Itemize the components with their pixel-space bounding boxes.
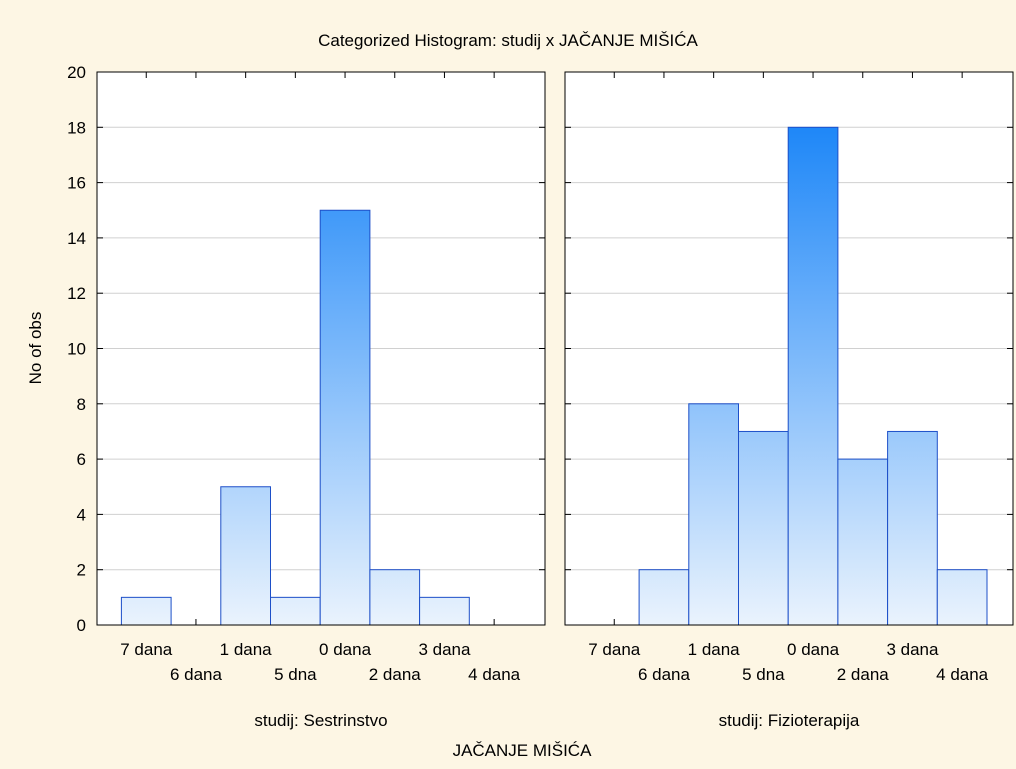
x-tick-label: 2 dana xyxy=(837,665,890,684)
histogram-bar xyxy=(638,569,690,626)
x-tick-label: 3 dana xyxy=(418,640,471,659)
x-tick-label: 1 dana xyxy=(220,640,273,659)
y-tick-label: 8 xyxy=(77,395,86,414)
x-tick-label: 6 dana xyxy=(638,665,691,684)
x-tick-label: 0 dana xyxy=(787,640,840,659)
y-tick-label: 6 xyxy=(77,450,86,469)
x-tick-label: 1 dana xyxy=(688,640,741,659)
x-axis-label: JAČANJE MIŠIĆA xyxy=(453,741,593,760)
y-tick-label: 4 xyxy=(77,505,86,524)
y-tick-label: 14 xyxy=(67,229,86,248)
y-tick-label: 20 xyxy=(67,63,86,82)
x-tick-label: 5 dna xyxy=(274,665,317,684)
histogram-bar xyxy=(220,486,272,626)
panel-frame xyxy=(564,71,1014,626)
histogram-bar xyxy=(419,596,470,626)
histogram-bar xyxy=(738,430,789,626)
panel-label: studij: Sestrinstvo xyxy=(254,711,387,730)
y-tick-label: 2 xyxy=(77,561,86,580)
y-axis-label: No of obs xyxy=(26,312,45,385)
x-tick-label: 4 dana xyxy=(468,665,521,684)
x-tick-label: 5 dna xyxy=(742,665,785,684)
histogram-bar xyxy=(837,458,889,626)
panel-label: studij: Fizioterapija xyxy=(719,711,860,730)
histogram-bar xyxy=(688,403,739,626)
y-tick-label: 16 xyxy=(67,174,86,193)
histogram-bar xyxy=(319,209,371,626)
x-tick-label: 4 dana xyxy=(936,665,989,684)
x-tick-label: 7 dana xyxy=(588,640,641,659)
panel-frame xyxy=(96,71,546,626)
x-tick-label: 7 dana xyxy=(120,640,173,659)
x-tick-label: 6 dana xyxy=(170,665,223,684)
y-tick-label: 12 xyxy=(67,284,86,303)
y-tick-label: 0 xyxy=(77,616,86,635)
histogram-bar xyxy=(369,569,421,626)
chart-title: Categorized Histogram: studij x JAČANJE … xyxy=(318,31,698,50)
x-tick-label: 2 dana xyxy=(369,665,422,684)
x-tick-label: 3 dana xyxy=(886,640,939,659)
histogram-bar xyxy=(270,596,321,626)
histogram-bar xyxy=(787,126,839,626)
y-tick-label: 18 xyxy=(67,118,86,137)
histogram-bar xyxy=(936,569,988,626)
histogram-bar xyxy=(887,430,938,626)
histogram-bar xyxy=(120,596,172,626)
y-tick-label: 10 xyxy=(67,340,86,359)
x-tick-label: 0 dana xyxy=(319,640,372,659)
